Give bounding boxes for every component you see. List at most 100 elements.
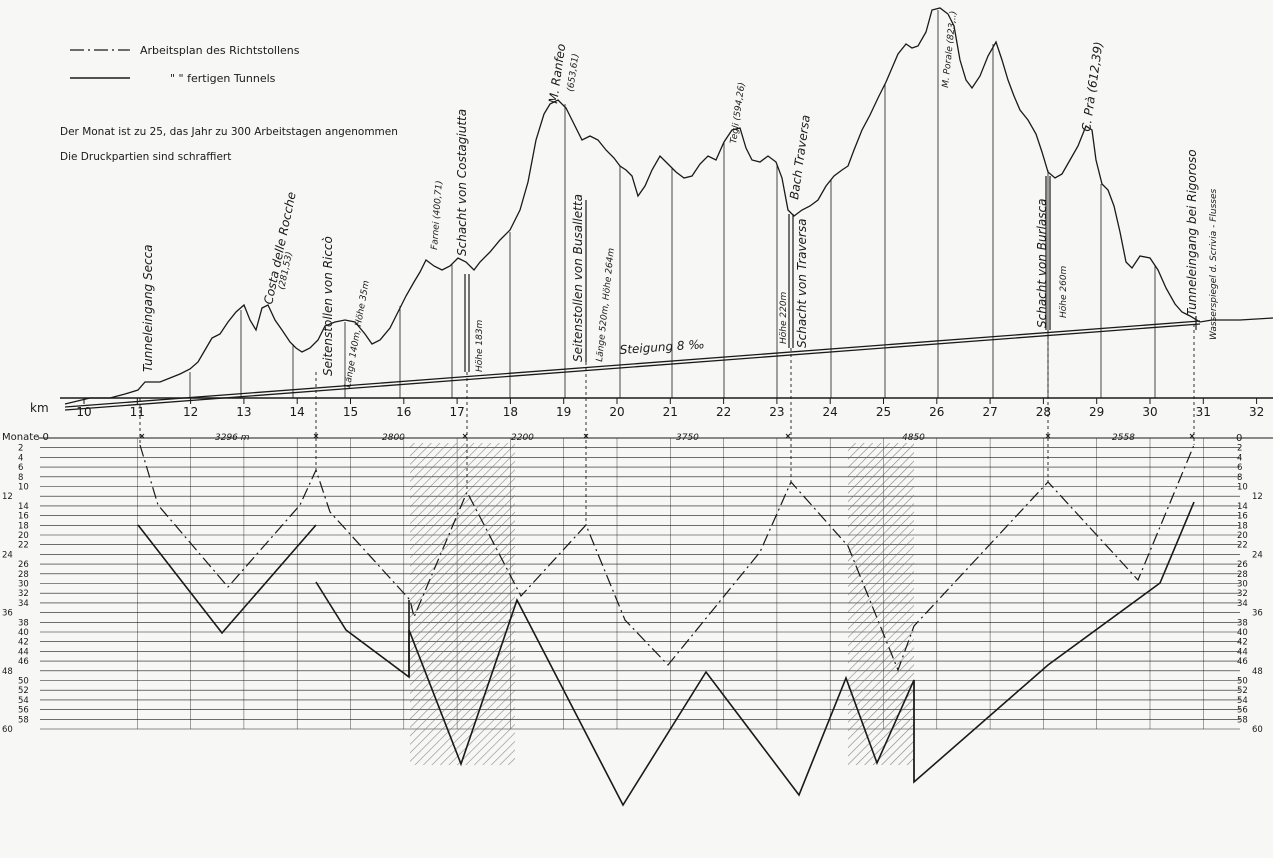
segment-3: 2200 (511, 433, 534, 443)
km-tick-label: 19 (556, 405, 571, 419)
month-label-right: 22 (1237, 541, 1248, 551)
label-tunnel-rigoroso: Tunneleingang bei Rigoroso (1185, 149, 1199, 316)
month-label-left: 58 (18, 715, 29, 725)
month-label-right: 20 (1237, 531, 1248, 541)
km-tick-label: 17 (449, 405, 464, 419)
km-tick-label: 20 (609, 405, 624, 419)
month-label-right: 54 (1237, 696, 1248, 706)
segment-6: 2558 (1112, 433, 1135, 443)
label-scrivia: Wasserspiegel d. Scrivia - Flusses (1209, 189, 1219, 340)
month-label-left: 60 (2, 725, 13, 735)
month-label-left: 4 (18, 453, 23, 463)
label-ricco-adit: Seitenstollen von Riccò (321, 236, 335, 376)
label-ranfeo-alt: (653,61) (566, 53, 581, 93)
month-label-left: 18 (18, 521, 29, 531)
label-ricco-dims: Länge 140m, Höhe 35m (343, 280, 372, 389)
month-label-left: 2 (18, 444, 23, 454)
month-label-left: 44 (18, 647, 29, 657)
month-label-right: 2 (1237, 444, 1242, 454)
month-label-right: 40 (1237, 628, 1248, 638)
label-traversa-height: Höhe 220m (779, 291, 789, 344)
note-month-year: Der Monat ist zu 25, das Jahr zu 300 Arb… (60, 126, 398, 138)
month-label-left: 6 (18, 463, 23, 473)
month-label-right: 48 (1252, 667, 1263, 677)
km-tick-label: 10 (76, 405, 91, 419)
label-burlasca-height: Höhe 260m (1059, 265, 1069, 318)
km-tick-label: 23 (769, 405, 784, 419)
month-label-right: 16 (1237, 512, 1248, 522)
km-tick-label: 28 (1036, 405, 1051, 419)
month-label-left: 14 (18, 502, 29, 512)
label-burlasca-shaft: Schacht von Burlasca (1035, 199, 1049, 328)
month-label-right: 6 (1237, 463, 1242, 473)
label-porale: M. Porale (823,..) (941, 10, 959, 88)
month-label-right: 24 (1252, 550, 1263, 560)
month-label-right: 26 (1237, 560, 1248, 570)
label-costagiutta-shaft: Schacht von Costagiutta (455, 109, 469, 256)
month-label-left: 24 (2, 550, 13, 560)
tunnel-line-upper (65, 321, 1200, 407)
label-tunnel-secca: Tunneleingang Secca (141, 244, 155, 372)
km-tick-label: 13 (236, 405, 251, 419)
km-tick-label: 30 (1142, 405, 1157, 419)
km-ticks: 10 11 12 13 14 15 16 17 18 19 20 21 22 23 24 25 26 27 28 29… (76, 398, 1264, 419)
month-label-left: 20 (18, 531, 29, 541)
month-label-right: 32 (1237, 589, 1248, 599)
heading-schedule (140, 445, 1194, 670)
month-label-right: 28 (1237, 570, 1248, 580)
month-label-left: 56 (18, 706, 29, 716)
pressure-zone-1 (410, 443, 515, 765)
km-tick-label: 32 (1249, 405, 1264, 419)
month-label-right: 12 (1252, 492, 1263, 502)
month-label-right: 56 (1237, 706, 1248, 716)
month-label-right: 50 (1237, 677, 1248, 687)
month-label-right: 42 (1237, 638, 1248, 648)
pressure-zone-2 (848, 443, 914, 765)
km-tick-label: 22 (716, 405, 731, 419)
legend: Arbeitsplan des Richtstollens " " fertig… (70, 44, 300, 85)
month-label-left: 38 (18, 618, 29, 628)
label-traversa-shaft: Schacht von Traversa (795, 219, 809, 348)
month-label-left: 30 (18, 580, 29, 590)
km-tick-label: 26 (929, 405, 944, 419)
note-pressure-zones: Die Druckpartien sind schraffiert (60, 151, 231, 163)
month-label-right: 8 (1237, 473, 1242, 483)
month-label-right: 52 (1237, 686, 1248, 696)
month-label-right: 60 (1252, 725, 1263, 735)
month-label-right: 18 (1237, 521, 1248, 531)
km-axis-label: km (30, 401, 49, 415)
tunnel-schedule (138, 525, 316, 633)
month-label-left: 10 (18, 483, 29, 493)
gradient-label: Steigung 8 ‰ (619, 337, 705, 357)
month-label-right: 36 (1252, 609, 1263, 619)
label-ranfeo: M. Ranfeo (546, 43, 568, 105)
label-c-pra: C. Prà (612,39) (1079, 41, 1105, 133)
month-label-left: 34 (18, 599, 29, 609)
month-label-right: 44 (1237, 647, 1248, 657)
segment-2: 2800 (382, 433, 405, 443)
month-label-left: 36 (2, 609, 13, 619)
month-label-right: 38 (1237, 618, 1248, 628)
month-label-left: 40 (18, 628, 29, 638)
month-label-right: 34 (1237, 599, 1248, 609)
km-tick-label: 31 (1196, 405, 1211, 419)
km-tick-label: 27 (982, 405, 997, 419)
label-busalletta-adit: Seitenstollen von Busalletta (571, 194, 585, 362)
km-tick-label: 12 (183, 405, 198, 419)
km-tick-label: 15 (343, 405, 358, 419)
label-farnei: Farnei (400,71) (430, 180, 445, 250)
month-label-right: 10 (1237, 483, 1248, 493)
legend-tunnel-label: " " fertigen Tunnels (170, 72, 276, 85)
start-markers (140, 434, 1194, 438)
month-label-right: 4 (1237, 453, 1242, 463)
month-label-right: 30 (1237, 580, 1248, 590)
segment-4: 3750 (676, 433, 699, 443)
month-label-left: 28 (18, 570, 29, 580)
km-tick-label: 24 (823, 405, 838, 419)
km-tick-label: 25 (876, 405, 891, 419)
month-label-left: 52 (18, 686, 29, 696)
label-busalletta-dims: Länge 520m, Höhe 264m (595, 247, 617, 362)
